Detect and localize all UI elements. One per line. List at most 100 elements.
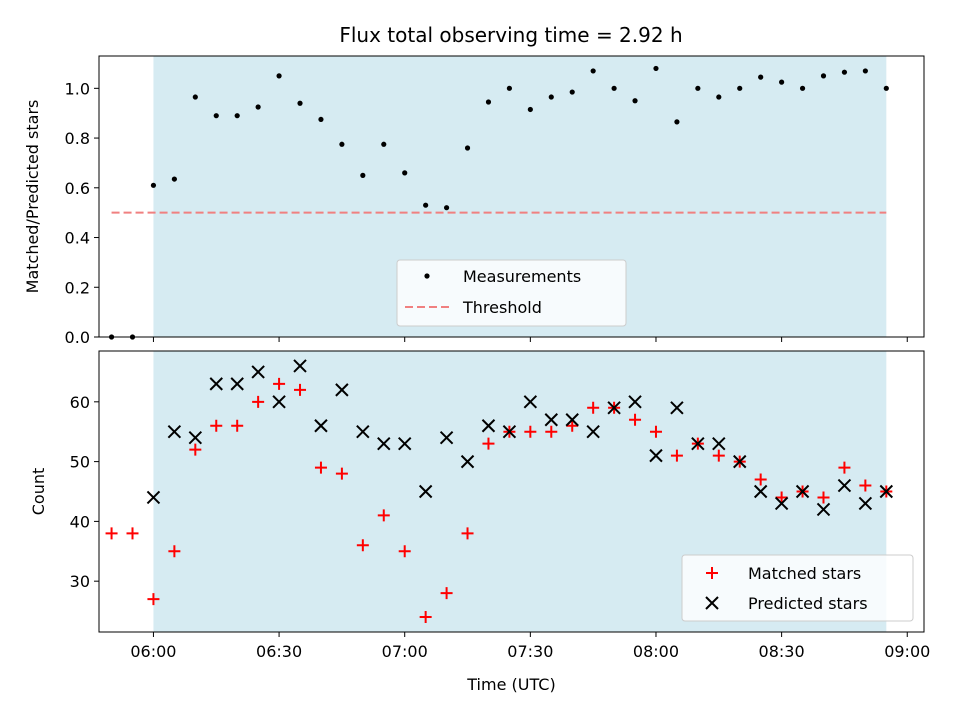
matched-star-point (524, 425, 537, 438)
bottom-legend-box (681, 554, 914, 622)
predicted-star-point (691, 436, 705, 451)
bottom-axes-frame (98, 350, 925, 633)
x-tick-label: 06:00 (130, 642, 176, 661)
predicted-star-point (230, 377, 244, 391)
y-tick-label: 1.0 (65, 79, 90, 98)
matched-star-point (712, 449, 725, 462)
x-tick-label: 09:00 (884, 642, 930, 661)
matched-star-point (859, 479, 872, 492)
y-tick-label: 0.8 (65, 129, 90, 148)
matched-star-point (754, 473, 767, 486)
measurement-point (234, 113, 240, 119)
measurement-point (883, 85, 889, 91)
y-tick-label: 60 (70, 393, 90, 412)
measurement-point (548, 94, 554, 100)
predicted-star-point (649, 448, 663, 463)
predicted-star-point (251, 365, 265, 379)
x-tick-label: 08:30 (759, 642, 805, 661)
x-axis-label: Time (UTC) (466, 675, 555, 694)
measurement-point (213, 113, 219, 119)
matched-star-point (398, 545, 411, 558)
top-panel: 0.0 0.2 0.4 0.6 0.8 1.0 Matched/Predicted sta… (23, 55, 925, 347)
matched-star-point (649, 425, 662, 438)
matched-star-point (335, 467, 348, 480)
measurement-point (381, 141, 387, 147)
y-tick-label: 30 (70, 572, 90, 591)
measurement-point (737, 85, 743, 91)
predicted-star-point (460, 454, 475, 469)
predicted-star-point (837, 478, 852, 493)
legend-matched-label: Matched stars (748, 564, 861, 583)
measurement-point (527, 106, 533, 113)
predicted-stars-points (146, 359, 894, 517)
matched-star-point (294, 383, 307, 396)
matched-star-point (377, 509, 390, 522)
measurement-point (695, 85, 701, 91)
predicted-star-point (733, 454, 747, 469)
measurement-point (716, 94, 722, 100)
matched-stars-points (105, 377, 893, 624)
y-tick-label: 0.0 (65, 328, 90, 347)
matched-star-point (461, 527, 474, 540)
measurement-point (485, 99, 492, 105)
matched-star-point (168, 545, 181, 558)
predicted-star-point (398, 436, 412, 451)
y-tick-label: 50 (70, 453, 90, 472)
predicted-star-point (858, 496, 873, 511)
predicted-star-point (377, 436, 391, 451)
matched-star-point (273, 377, 286, 390)
legend-measurement-marker (424, 273, 430, 279)
matched-star-point (231, 419, 244, 432)
matched-star-point (356, 539, 369, 552)
y-tick-label: 0.4 (65, 229, 90, 248)
top-axes-frame (98, 55, 925, 338)
predicted-star-point (753, 484, 768, 499)
predicted-star-point (586, 425, 600, 439)
predicted-star-point (670, 401, 684, 415)
measurement-points (108, 65, 889, 340)
measurement-point (276, 73, 282, 79)
measurement-point (192, 94, 198, 100)
predicted-star-point (146, 490, 161, 505)
predicted-star-point (712, 436, 726, 451)
measurement-point (297, 100, 303, 106)
predicted-star-point (502, 425, 517, 439)
predicted-star-point (481, 419, 496, 433)
matched-star-point (775, 491, 788, 504)
x-tick-label: 07:00 (382, 642, 428, 661)
bottom-y-axis: 30 40 50 60 (70, 393, 99, 591)
predicted-star-point (439, 430, 454, 445)
measurement-point (443, 205, 450, 211)
top-x-axis (152, 337, 908, 342)
matched-star-point (838, 461, 851, 474)
bottom-x-axis: 06:00 06:30 07:00 07:30 08:00 08:30 09:00 (130, 632, 930, 661)
measurement-point (653, 65, 659, 72)
x-tick-label: 06:30 (256, 642, 302, 661)
predicted-star-point (565, 413, 579, 427)
legend-matched-marker (706, 567, 718, 579)
matched-star-point (147, 593, 160, 606)
legend-predicted-marker (705, 596, 719, 610)
predicted-star-point (356, 425, 370, 439)
top-legend: Measurements Threshold (396, 259, 627, 327)
y-tick-label: 0.6 (65, 179, 90, 198)
top-y-axis: 0.0 0.2 0.4 0.6 0.8 1.0 (65, 79, 99, 347)
measurement-point (611, 85, 617, 91)
predicted-star-point (628, 395, 642, 409)
measurement-point (506, 85, 513, 91)
measurement-point (402, 170, 408, 176)
predicted-star-point (544, 413, 558, 427)
bottom-y-axis-label: Count (29, 468, 48, 516)
x-tick-label: 08:00 (633, 642, 679, 661)
matched-star-point (189, 443, 202, 456)
y-tick-label: 0.2 (65, 278, 90, 297)
matched-star-point (210, 419, 223, 432)
predicted-star-point (879, 484, 894, 499)
bottom-legend: Matched stars Predicted stars (681, 554, 914, 622)
matched-star-point (440, 587, 453, 600)
y-tick-label: 40 (70, 512, 90, 531)
measurement-point (339, 141, 345, 147)
predicted-star-point (188, 430, 203, 445)
